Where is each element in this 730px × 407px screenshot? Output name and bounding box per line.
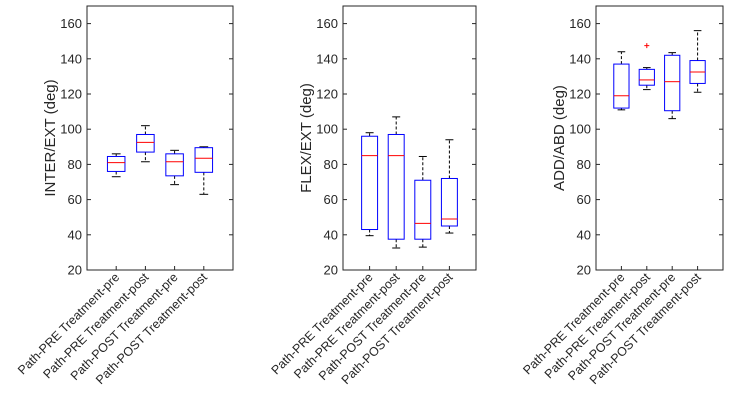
y-tick-label: 20 bbox=[68, 263, 82, 278]
x-tick-label: Path-POST Treatment-pre bbox=[565, 270, 678, 383]
x-tick-label: Path-POST Treatment-pre bbox=[316, 270, 429, 383]
iqr-box bbox=[613, 63, 630, 109]
y-axis-label: ADD/ABD (deg) bbox=[551, 85, 568, 191]
y-tick-label: 140 bbox=[569, 51, 591, 66]
y-tick-label: 120 bbox=[60, 87, 82, 102]
y-tick-label: 100 bbox=[569, 122, 591, 137]
y-tick-label: 60 bbox=[324, 192, 338, 207]
chart-panel-2: 20 40 60 80 100 120 140 160 FLEX/EXT (deg) Path-P… bbox=[269, 5, 477, 387]
chart-panel-3: 20 40 60 80 100 120 140 160 ADD/ABD (deg) Path-PR… bbox=[520, 5, 724, 387]
box-2 bbox=[638, 43, 655, 91]
iqr-box bbox=[387, 133, 405, 240]
box-4 bbox=[440, 139, 458, 234]
y-axis-label: INTER/EXT (deg) bbox=[42, 79, 59, 196]
y-tick-label: 20 bbox=[324, 263, 338, 278]
axes-frame bbox=[342, 5, 477, 271]
x-tick-label: Path-PRE Treatment-post bbox=[291, 270, 402, 381]
y-tick-label: 160 bbox=[316, 16, 338, 31]
box-3 bbox=[165, 149, 184, 186]
iqr-box bbox=[136, 133, 155, 153]
iqr-box bbox=[440, 177, 458, 227]
box-4 bbox=[194, 146, 214, 195]
iqr-box bbox=[361, 135, 379, 231]
box-1 bbox=[361, 132, 379, 237]
x-tick-label: Path-PRE Treatment-post bbox=[542, 270, 653, 381]
iqr-box bbox=[414, 179, 432, 240]
y-tick-label: 80 bbox=[68, 157, 82, 172]
box-1 bbox=[106, 153, 126, 178]
box-3 bbox=[664, 52, 681, 120]
y-tick-label: 40 bbox=[68, 227, 82, 242]
y-tick-label: 160 bbox=[60, 16, 82, 31]
box-2 bbox=[136, 125, 155, 163]
box-2 bbox=[387, 116, 405, 249]
y-tick-label: 60 bbox=[577, 192, 591, 207]
y-axis-label: FLEX/EXT (deg) bbox=[298, 83, 315, 193]
y-tick-label: 80 bbox=[324, 157, 338, 172]
outlier-marker bbox=[644, 43, 650, 49]
iqr-box bbox=[638, 68, 655, 86]
y-tick-label: 160 bbox=[569, 16, 591, 31]
box-1 bbox=[613, 51, 630, 111]
y-tick-label: 140 bbox=[316, 51, 338, 66]
y-tick-label: 40 bbox=[324, 227, 338, 242]
y-tick-label: 140 bbox=[60, 51, 82, 66]
iqr-box bbox=[194, 147, 214, 173]
iqr-box bbox=[664, 54, 681, 112]
box-3 bbox=[414, 155, 432, 248]
iqr-box bbox=[106, 155, 126, 172]
y-tick-label: 80 bbox=[577, 157, 591, 172]
y-tick-label: 100 bbox=[60, 122, 82, 137]
y-tick-label: 100 bbox=[316, 122, 338, 137]
y-tick-label: 60 bbox=[68, 192, 82, 207]
y-tick-label: 40 bbox=[577, 227, 591, 242]
axes-frame bbox=[595, 5, 724, 271]
axes-frame bbox=[86, 5, 234, 271]
iqr-box bbox=[165, 153, 184, 177]
y-tick-label: 120 bbox=[569, 87, 591, 102]
y-tick-label: 20 bbox=[577, 263, 591, 278]
box-4 bbox=[689, 30, 706, 93]
y-tick-label: 120 bbox=[316, 87, 338, 102]
